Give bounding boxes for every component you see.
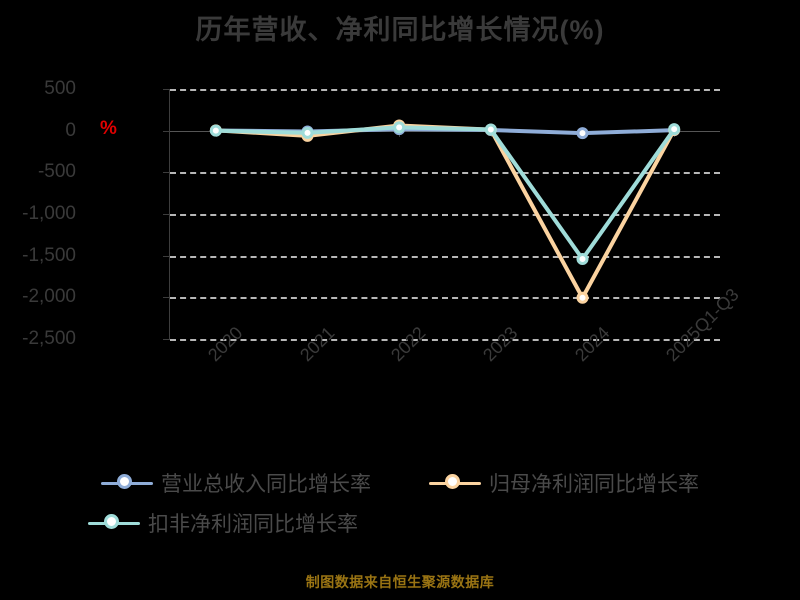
gridline [170,339,720,341]
y-tick [163,214,170,215]
legend-marker-revenue-growth [101,472,153,494]
legend-marker-net-profit-growth [429,472,481,494]
data-point-marker[interactable] [209,124,222,137]
legend-marker-deducted-net-profit-growth [88,512,140,534]
y-tick [163,339,170,340]
legend-item-deducted-net-profit-growth[interactable]: 扣非净利润同比增长率 [88,508,358,538]
series-line [213,123,677,300]
data-point-marker[interactable] [576,127,589,140]
gridline [170,297,720,300]
y-tick [163,172,170,174]
legend-label-net-profit-growth: 归母净利润同比增长率 [489,473,699,496]
data-point-marker[interactable] [576,253,589,265]
y-tick-label: 0 [65,119,76,141]
data-point-marker[interactable] [484,123,497,136]
legend-label-deducted-net-profit-growth: 扣非净利润同比增长率 [148,513,358,536]
chart-title: 历年营收、净利同比增长情况(%) [195,15,605,45]
data-point-marker[interactable] [301,126,314,139]
legend-label-revenue-growth: 营业总收入同比增长率 [161,473,371,496]
gridline [170,214,720,216]
y-tick-label: -500 [37,161,76,183]
data-point-marker[interactable] [576,291,589,304]
percent-unit-label: % [100,118,117,139]
data-point-marker[interactable] [668,123,681,136]
y-tick-label: -1,500 [22,244,76,266]
series-lines [209,119,681,304]
legend-item-revenue-growth[interactable]: 营业总收入同比增长率 [101,468,371,498]
gridline [170,89,720,91]
series-line [213,125,677,261]
legend-item-net-profit-growth[interactable]: 归母净利润同比增长率 [429,468,699,498]
y-tick-label: -2,000 [22,286,76,308]
y-tick [163,297,170,299]
data-point-marker[interactable] [393,121,406,134]
chart-legend: 营业总收入同比增长率 归母净利润同比增长率 扣非净利润同比增长率 [0,468,800,548]
footer-source-note: 制图数据来自恒生聚源数据库 [305,574,495,590]
y-tick [163,130,170,132]
gridline [170,172,720,175]
legend-row-1: 营业总收入同比增长率 归母净利润同比增长率 [0,468,800,498]
y-tick [163,89,170,90]
gridline [170,255,720,258]
y-tick [163,255,170,257]
legend-row-2: 扣非净利润同比增长率 [0,508,800,538]
y-tick-label: -1,000 [22,203,76,224]
y-tick-label: 500 [44,78,76,99]
plot-area [170,89,720,341]
y-tick-label: -2,500 [22,328,76,349]
